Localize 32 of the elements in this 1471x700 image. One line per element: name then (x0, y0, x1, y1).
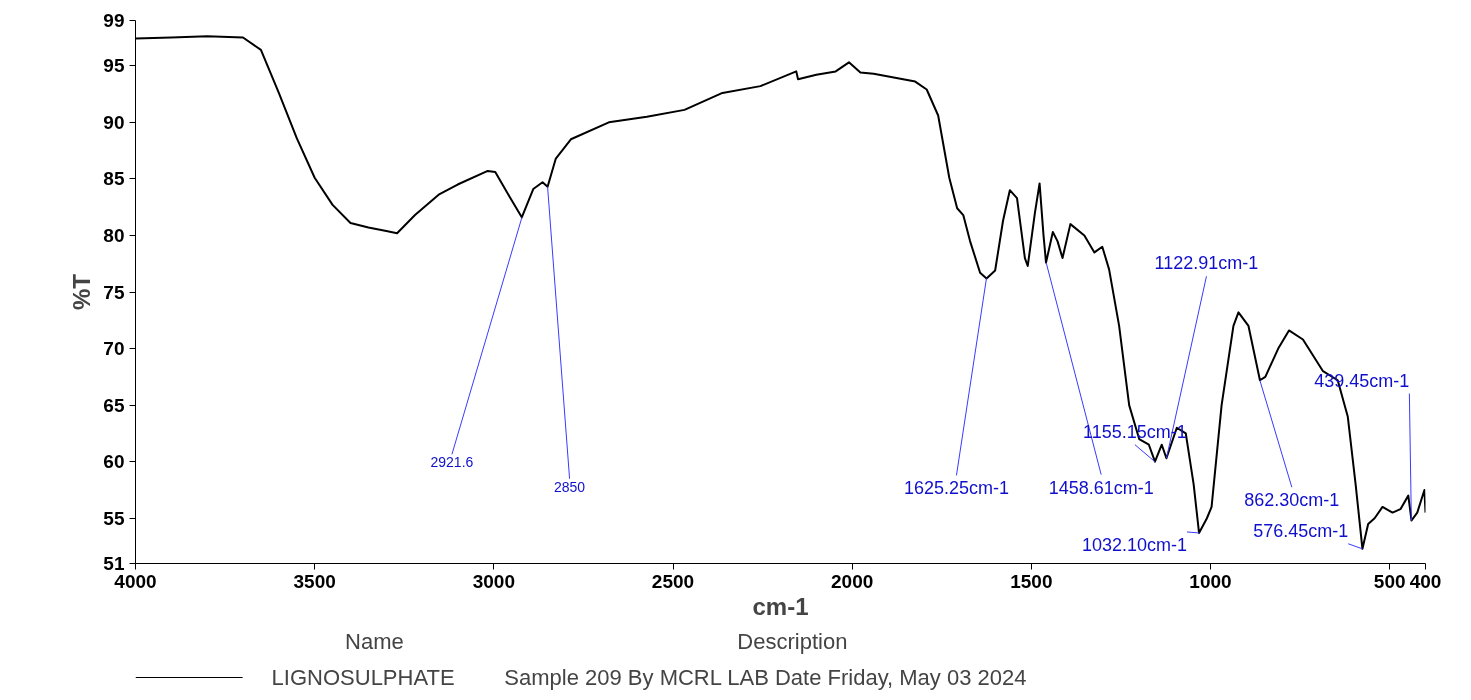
legend-title: Name (345, 629, 404, 654)
annotation: 2921.6 (430, 454, 474, 471)
x-tick-label: 3500 (293, 570, 336, 592)
x-tick-label: 2000 (831, 570, 874, 592)
x-tick-label: 400 (1409, 570, 1442, 592)
annotation: 576.45cm-1 (1253, 520, 1349, 541)
annotation: 1458.61cm-1 (1048, 477, 1154, 498)
x-tick-label: 2500 (651, 570, 695, 592)
y-tick-label: 90 (103, 111, 125, 133)
y-tick-label: 99 (103, 10, 125, 31)
x-axis-title: cm-1 (752, 592, 809, 620)
x-tick-label: 3000 (472, 570, 515, 592)
text: Description (737, 629, 848, 654)
annotation: 862.30cm-1 (1244, 490, 1340, 511)
y-tick-label: 55 (103, 507, 125, 529)
legend-label: LIGNOSULPHATE (271, 665, 455, 690)
x-tick-label: 500 (1373, 570, 1406, 592)
y-tick-label: 65 (103, 394, 125, 416)
text: Sample 209 By MCRL LAB Date Friday, May 03 2024 (504, 665, 1027, 690)
y-tick-label: 95 (103, 55, 125, 77)
y-tick-label: 60 (103, 451, 125, 473)
annotation: 2850 (554, 478, 586, 495)
y-tick-label: 70 (103, 338, 125, 360)
y-tick-label: 80 (103, 224, 125, 246)
y-axis-title: %T (68, 273, 96, 310)
y-tick-label: 85 (103, 168, 125, 190)
y-tick-label: 75 (103, 281, 125, 303)
annotation: 1625.25cm-1 (903, 478, 1009, 499)
annotation: 1122.91cm-1 (1154, 253, 1259, 274)
annotation: 1032.10cm-1 (1081, 534, 1188, 555)
x-tick-label: 1000 (1189, 570, 1232, 592)
x-tick-label: 1500 (1010, 570, 1053, 592)
